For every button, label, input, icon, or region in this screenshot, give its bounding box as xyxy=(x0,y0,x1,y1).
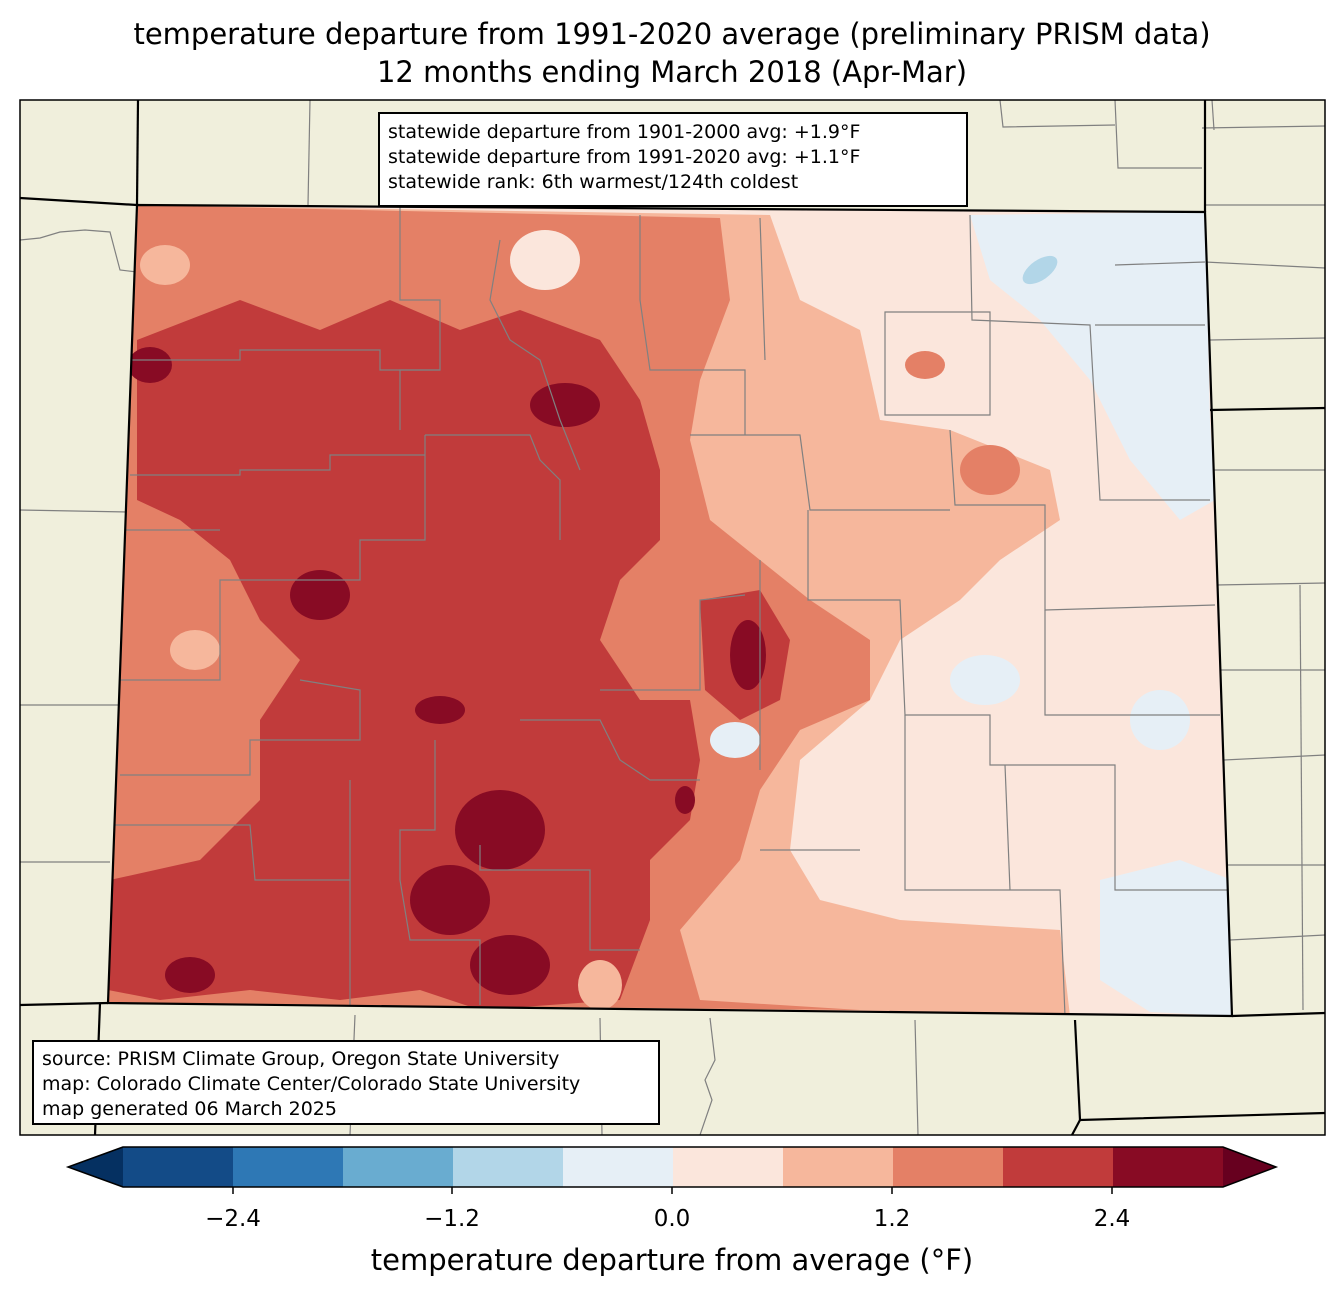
statewide-stats-box: statewide departure from 1901-2000 avg: … xyxy=(378,112,968,207)
map-credit-line: map: Colorado Climate Center/Colorado St… xyxy=(42,1073,581,1095)
colorbar-tick-label: 1.2 xyxy=(873,1206,911,1232)
colorado-county-lines xyxy=(115,205,1232,1016)
source-line: source: PRISM Climate Group, Oregon Stat… xyxy=(42,1048,560,1070)
map-title-line1: temperature departure from 1991-2020 ave… xyxy=(133,17,1211,51)
stat-departure-1991-2020: statewide departure from 1991-2020 avg: … xyxy=(388,146,861,168)
colorbar-tick-label: 2.4 xyxy=(1093,1206,1131,1232)
generated-date-line: map generated 06 March 2025 xyxy=(42,1098,337,1120)
stat-rank: statewide rank: 6th warmest/124th coldes… xyxy=(388,171,799,193)
source-box: source: PRISM Climate Group, Oregon Stat… xyxy=(32,1040,660,1125)
map-frame xyxy=(19,99,1326,1136)
colorbar-tick-label: 0.0 xyxy=(653,1206,691,1232)
colorbar-tick-label: −2.4 xyxy=(205,1206,261,1232)
colorbar-label: temperature departure from average (°F) xyxy=(370,1243,974,1277)
colorbar-tick-label: −1.2 xyxy=(424,1206,480,1232)
stat-departure-1901-2000: statewide departure from 1901-2000 avg: … xyxy=(388,121,861,143)
temperature-field xyxy=(108,205,1232,1016)
map-title-line2: 12 months ending March 2018 (Apr-Mar) xyxy=(376,55,968,89)
